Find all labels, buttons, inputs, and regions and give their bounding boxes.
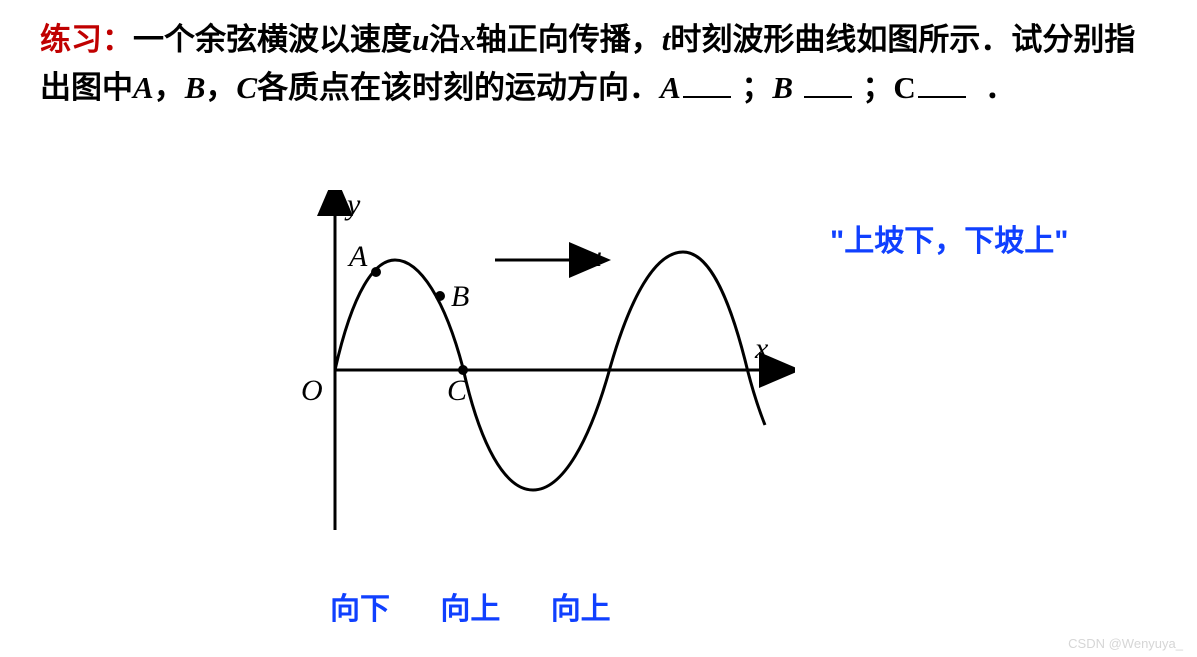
x-axis-label: x [755, 332, 768, 366]
y-axis-label: y [347, 188, 360, 222]
wave-diagram: y x u O A B C [275, 190, 795, 555]
point-c-label: C [447, 374, 467, 408]
answer-c: 向上 [551, 593, 611, 626]
question-text: 练习：一个余弦横波以速度u沿x轴正向传播，t时刻波形曲线如图所示．试分别指出图中… [40, 16, 1160, 112]
point-b-label: B [451, 280, 469, 314]
origin-label: O [301, 374, 323, 408]
answer-a: 向下 [330, 593, 390, 626]
point-a-dot [371, 267, 381, 277]
blank-b [804, 65, 852, 98]
point-a-label: A [349, 240, 367, 274]
hint-text: "上坡下，下坡上" [830, 216, 1068, 260]
blank-c [918, 65, 966, 98]
watermark: CSDN @Wenyuya_ [1068, 636, 1183, 651]
answer-b: 向上 [440, 593, 500, 626]
answers-row: 向下 向上 向上 [330, 584, 653, 628]
exercise-label: 练习： [40, 22, 133, 57]
u-label: u [587, 240, 602, 274]
blank-a [683, 65, 731, 98]
point-b-dot [435, 291, 445, 301]
